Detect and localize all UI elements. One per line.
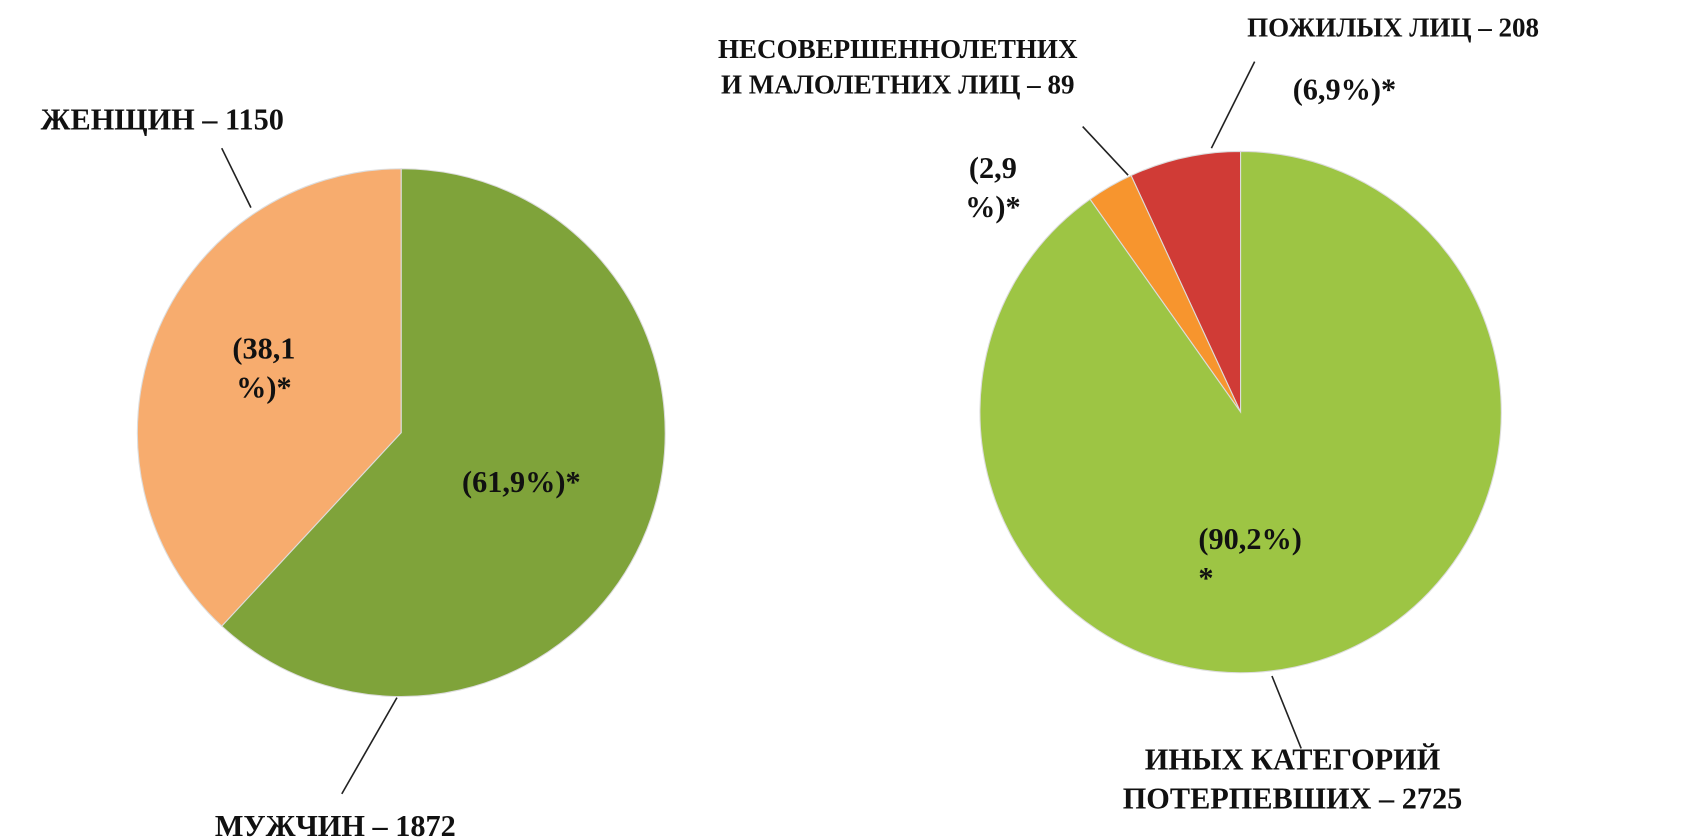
label: ЖЕНЩИН – 1150 (40, 103, 284, 138)
leader-line (1271, 675, 1302, 749)
pie-slice (221, 168, 666, 698)
label: НЕСОВЕРШЕННОЛЕТНИХ И МАЛОЛЕТНИХ ЛИЦ – 89 (717, 35, 1078, 100)
label: (90,2%) * (1198, 523, 1302, 596)
leader-line (1082, 125, 1129, 176)
leader-line (341, 697, 398, 795)
pie-slice (1130, 150, 1242, 413)
label: (61,9%)* (462, 465, 581, 500)
label: (38,1 %)* (232, 332, 296, 406)
label: (6,9%)* (1292, 73, 1397, 107)
label: МУЖЧИН – 1872 (214, 809, 456, 839)
label: ПОЖИЛЫХ ЛИЦ – 208 (1247, 13, 1540, 43)
leader-line (1210, 61, 1256, 149)
pie-slice (136, 168, 402, 627)
pie-slice (979, 150, 1502, 674)
label: ИНЫХ КАТЕГОРИЙ ПОТЕРПЕВШИХ – 2725 (1122, 743, 1463, 817)
leader-line (220, 147, 252, 209)
label: (2,9 %)* (965, 152, 1021, 225)
